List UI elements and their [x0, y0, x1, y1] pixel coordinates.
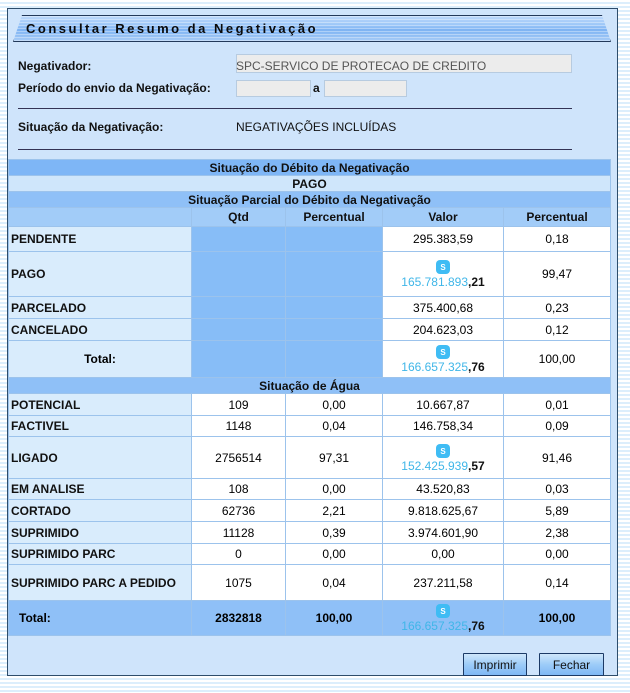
svg-text:S: S: [440, 607, 446, 616]
svg-text:S: S: [440, 447, 446, 456]
svg-text:S: S: [440, 348, 446, 357]
svg-text:S: S: [440, 263, 446, 272]
